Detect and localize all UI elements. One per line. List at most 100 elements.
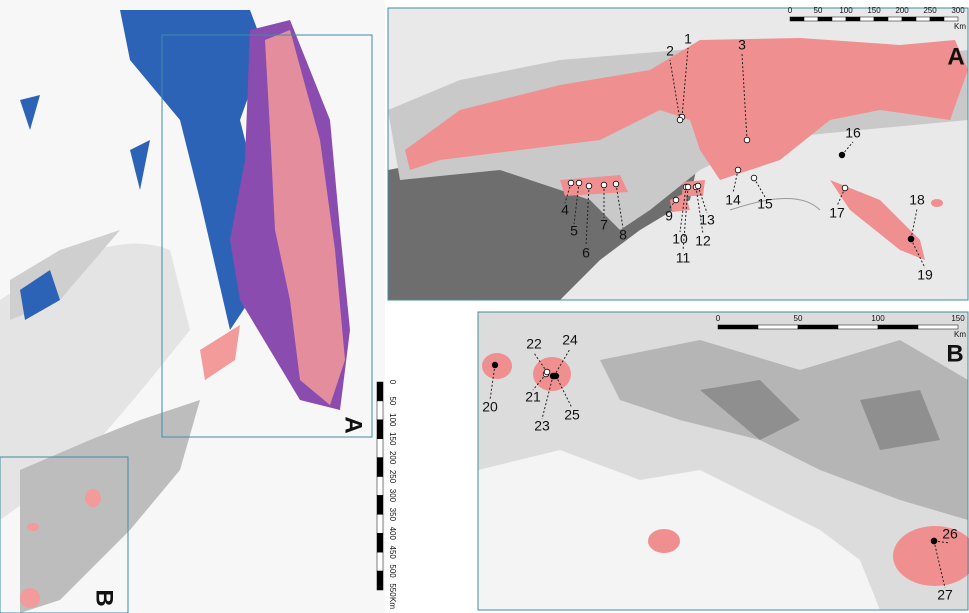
scale-label: 150 [388,432,397,446]
site-label: 8 [619,227,627,243]
site-label: 25 [564,407,580,423]
scale-segment [804,17,818,21]
site-label: 21 [525,389,541,405]
site-label: 26 [942,526,958,542]
site-label: 22 [526,336,542,352]
site-label: 23 [534,418,550,434]
site-point [586,183,592,189]
site-label: 13 [699,212,715,228]
site-point [492,362,498,368]
scale-label: 300 [388,489,397,503]
scale-segment [860,17,874,21]
site-point [544,369,550,375]
scale-label: 50 [794,314,803,323]
scale-segment [918,325,958,329]
scale-unit: Km [388,597,397,609]
scale-label: 50 [388,396,397,405]
scale-segment [377,401,383,420]
site-label: 9 [665,208,673,224]
site-point [735,167,741,173]
site-label: 15 [757,196,773,212]
site-point [613,181,619,187]
site-point [601,182,607,188]
panel-label: B [91,589,118,606]
scale-segment [377,552,383,571]
scale-segment [377,439,383,458]
scale-segment [718,325,758,329]
scale-segment [874,17,888,21]
site-label: 12 [695,233,711,249]
panel-label: A [340,416,367,433]
site-label: 19 [917,267,933,283]
site-label: 1 [684,31,692,47]
scale-label: 100 [839,6,853,15]
site-label: 11 [676,250,691,266]
scale-segment [377,420,383,439]
scale-label: 150 [951,314,965,323]
scale-label: 0 [716,314,721,323]
scale-label: 150 [867,6,881,15]
site-point [685,184,691,190]
site-label: 20 [482,399,498,415]
inset-b [478,312,969,610]
scale-label: 300 [951,6,965,15]
site-point [576,180,582,186]
scale-segment [377,495,383,514]
scale-segment [818,17,832,21]
site-label: 7 [600,217,608,233]
overview-map [0,0,385,613]
panel-label: B [946,340,963,367]
scale-segment [916,17,930,21]
site-label: 6 [582,245,590,261]
scale-segment [377,533,383,552]
scale-segment [377,571,383,590]
site-label: 18 [909,192,925,208]
scale-label: 0 [788,6,793,15]
site-label: 24 [562,332,578,348]
site-point [842,185,848,191]
site-label: 2 [666,43,674,59]
scale-unit: Km [954,330,966,339]
site-label: 16 [845,125,861,141]
site-point [744,137,750,143]
scale-label: 0 [388,380,397,385]
scale-segment [832,17,846,21]
scale-label: 450 [388,546,397,560]
scale-label: 100 [388,413,397,427]
site-label: 14 [725,192,741,208]
site-label: 17 [829,205,845,221]
scale-label: 250 [923,6,937,15]
site-point [931,538,937,544]
scale-unit: Km [954,22,966,31]
site-point [695,183,701,189]
site-label: 4 [561,202,569,218]
scale-segment [377,458,383,477]
scale-label: 250 [388,470,397,484]
scale-segment [944,17,958,21]
scale-label: 400 [388,527,397,541]
figure: AB050100150200250300350400450500550Km050… [0,0,969,613]
scale-segment [878,325,918,329]
scale-segment [846,17,860,21]
site-point [839,152,845,158]
site-label: 10 [672,231,688,247]
site-point [673,197,679,203]
site-label: 3 [738,37,746,53]
scale-label: 200 [388,451,397,465]
scale-segment [377,382,383,401]
scale-segment [758,325,798,329]
scale-label: 550 [388,583,397,597]
scale-label: 350 [388,508,397,522]
scale-segment [377,514,383,533]
site-point [568,180,574,186]
scale-segment [790,17,804,21]
scale-segment [888,17,902,21]
site-label: 27 [937,587,953,603]
panel-label: A [947,43,964,70]
scale-segment [902,17,916,21]
site-point [677,117,683,123]
scale-label: 100 [871,314,885,323]
scale-segment [930,17,944,21]
site-point [908,236,914,242]
scale-segment [838,325,878,329]
